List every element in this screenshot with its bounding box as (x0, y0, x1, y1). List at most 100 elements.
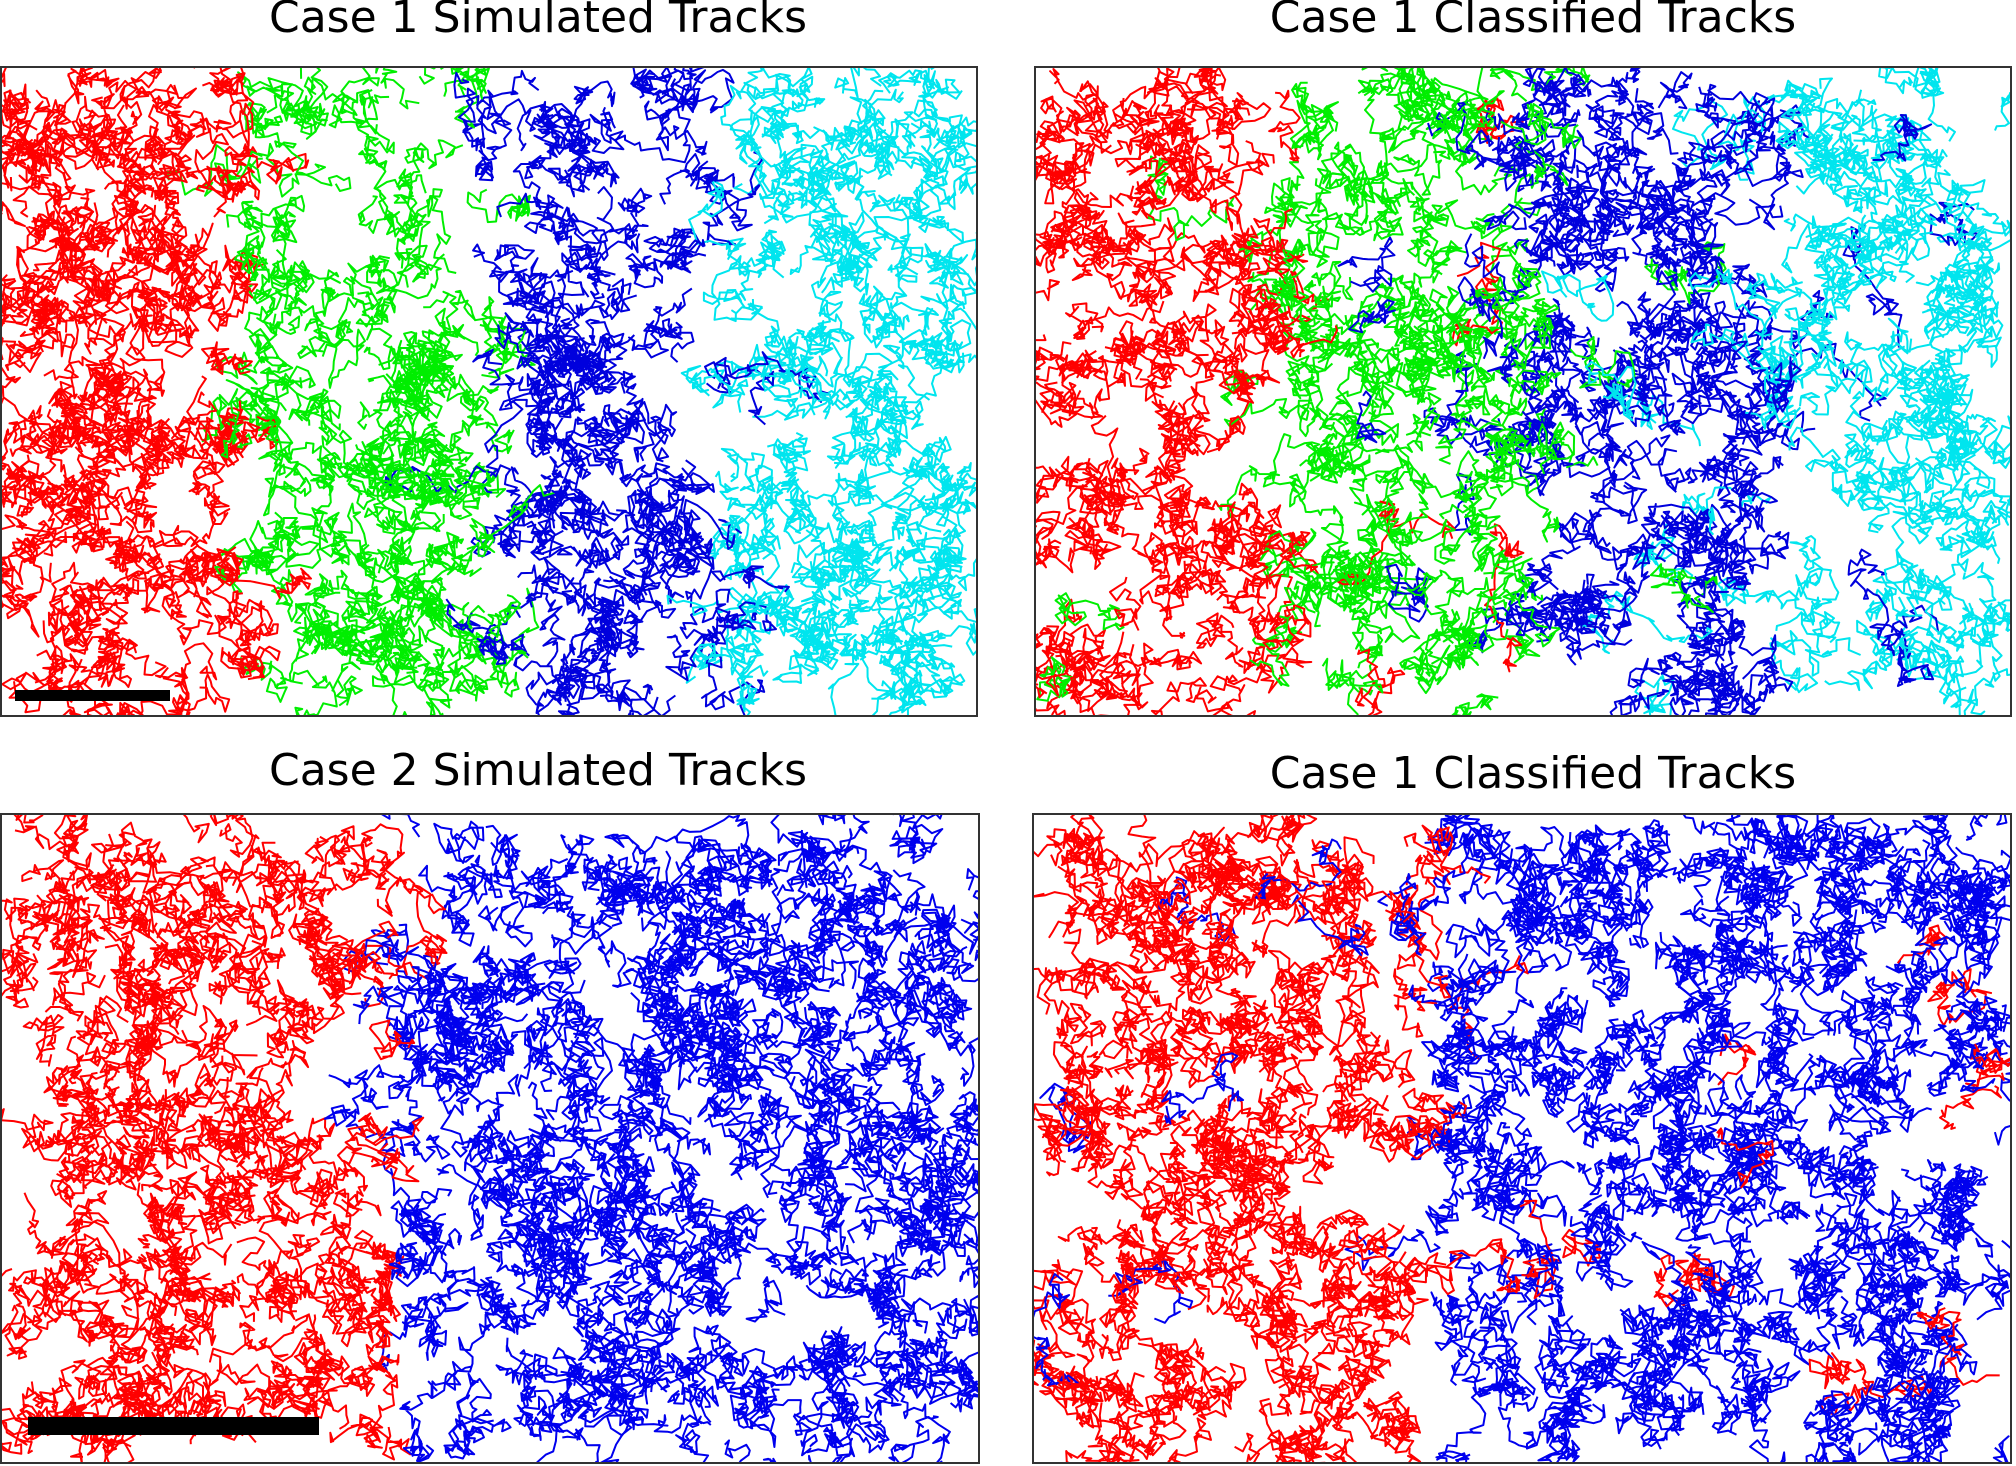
track (849, 566, 977, 624)
track (466, 484, 556, 557)
track (59, 584, 128, 625)
track (1749, 1200, 1811, 1228)
track (1664, 513, 1729, 572)
track (1513, 230, 1594, 277)
track (1704, 83, 1771, 155)
track (1430, 1291, 1469, 1351)
track (396, 139, 464, 205)
track (834, 176, 921, 265)
track (1170, 1007, 1232, 1068)
track (0, 176, 26, 228)
track (1276, 814, 1318, 857)
track (145, 864, 232, 919)
track (263, 480, 350, 566)
track (1856, 619, 1913, 670)
track (546, 123, 591, 191)
scale-bar (28, 1417, 319, 1435)
track (1704, 1002, 1772, 1046)
track (810, 1073, 871, 1129)
track (1193, 1117, 1229, 1155)
track (1409, 874, 1451, 956)
track (549, 834, 595, 897)
track (0, 274, 68, 333)
track (474, 98, 546, 182)
track (916, 498, 977, 569)
track (764, 325, 820, 389)
track (214, 345, 294, 404)
track (155, 84, 232, 146)
track (224, 1124, 269, 1174)
track (398, 1198, 463, 1267)
track (56, 835, 92, 876)
track (1402, 1087, 1467, 1143)
track (104, 86, 165, 152)
track (1793, 77, 1833, 163)
track (322, 1289, 367, 1335)
track (472, 243, 535, 283)
track (1495, 310, 1562, 396)
track (1127, 265, 1210, 332)
track (1945, 995, 2004, 1055)
track (891, 586, 962, 676)
track (479, 296, 536, 367)
track (60, 1243, 133, 1294)
track (1518, 878, 1593, 940)
track (1515, 843, 1556, 895)
track (1223, 364, 1313, 427)
track (736, 683, 760, 716)
track (1876, 1292, 1968, 1361)
track (1883, 1343, 1928, 1381)
track (1175, 1006, 1247, 1083)
track (586, 397, 644, 450)
track (270, 207, 305, 293)
track (0, 431, 58, 496)
track (21, 1377, 72, 1429)
track (1289, 99, 1322, 161)
track (1804, 596, 1861, 658)
track (1339, 165, 1389, 219)
track (847, 456, 953, 509)
track (598, 1095, 654, 1152)
track (43, 468, 112, 557)
track (913, 96, 966, 149)
track (436, 1163, 484, 1241)
track (129, 998, 178, 1048)
track (1234, 1432, 1302, 1463)
track (415, 471, 495, 507)
track (1040, 95, 1081, 135)
track (467, 395, 515, 455)
track (1582, 1235, 1627, 1271)
track (1847, 548, 1907, 657)
track (1629, 270, 1679, 340)
track (789, 989, 873, 1046)
tracks (0, 814, 979, 1463)
track (703, 169, 753, 232)
track (1865, 549, 1919, 622)
track (2, 897, 36, 964)
track (1634, 672, 1675, 716)
track (1780, 79, 1810, 121)
track (729, 229, 785, 279)
track (1116, 1109, 1213, 1142)
track (1316, 414, 1368, 484)
track (1430, 1128, 1508, 1179)
track (704, 351, 829, 403)
track (316, 942, 383, 977)
track (63, 1142, 123, 1189)
track (1188, 820, 1299, 862)
track (389, 438, 454, 497)
track (371, 1242, 405, 1277)
track (652, 287, 693, 340)
track (1927, 639, 2012, 707)
track (531, 1150, 588, 1213)
track (787, 831, 854, 887)
track (0, 556, 45, 611)
track (1884, 1227, 2012, 1306)
track (1943, 289, 1994, 328)
track (1199, 569, 1265, 641)
track (1489, 375, 1544, 452)
track (1083, 631, 1125, 672)
track (480, 1172, 543, 1218)
track (910, 974, 955, 1021)
track (90, 871, 148, 925)
